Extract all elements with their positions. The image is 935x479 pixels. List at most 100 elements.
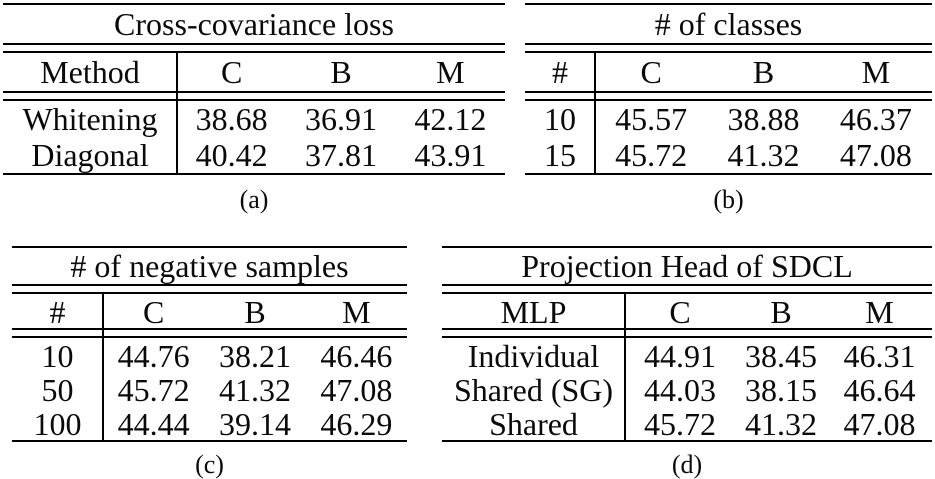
double-rule	[12, 328, 407, 338]
table-cell: 38.88	[727, 101, 800, 137]
table-row: 100 44.44 39.14 46.29	[12, 406, 407, 442]
table-cell: 46.31	[843, 338, 916, 374]
column-header-b: B	[752, 53, 775, 90]
column-divider	[176, 53, 178, 173]
row-label: Individual	[467, 338, 600, 374]
table-cell: 46.46	[320, 338, 393, 374]
table-d-title: Projection Head of SDCL	[521, 247, 853, 284]
column-header-c: C	[142, 294, 165, 330]
top-rule	[442, 246, 932, 248]
table-b-caption: (b)	[713, 185, 744, 214]
table-b: # of classes # C B M 10 45.57 38.88 46.3…	[525, 3, 932, 213]
row-label: 10	[41, 338, 74, 374]
table-cell: 44.44	[117, 406, 190, 442]
row-label: Shared (SG)	[453, 372, 614, 408]
table-row: Shared 45.72 41.32 47.08	[442, 406, 932, 442]
table-cell: 38.68	[195, 101, 268, 137]
table-cell: 46.37	[839, 101, 912, 137]
double-rule	[442, 284, 932, 294]
header-row: # C B M	[525, 53, 932, 91]
row-label: 100	[33, 406, 82, 442]
table-row: Shared (SG) 44.03 38.15 46.64	[442, 372, 932, 408]
column-header-count: #	[552, 53, 568, 90]
table-cell: 47.08	[843, 406, 916, 442]
header-row: # C B M	[12, 294, 407, 330]
row-label: 50	[41, 372, 74, 408]
table-row: 15 45.72 41.32 47.08	[525, 137, 932, 173]
table-a-title: Cross-covariance loss	[114, 5, 394, 42]
table-row: 10 44.76 38.21 46.46	[12, 338, 407, 374]
row-label: 15	[544, 137, 576, 173]
double-rule	[12, 284, 407, 294]
bottom-rule	[442, 440, 932, 442]
row-label: Diagonal	[31, 137, 149, 173]
table-cell: 38.45	[745, 338, 817, 374]
column-header-m: M	[861, 53, 891, 90]
table-d-body: MLP C B M Individual 44.91 38.45 46.31 S…	[442, 294, 932, 442]
double-rule	[3, 43, 505, 53]
top-rule	[12, 246, 407, 248]
table-a-caption: (a)	[239, 185, 269, 214]
column-header-c: C	[640, 53, 662, 90]
table-cell: 46.64	[843, 372, 916, 408]
column-divider	[102, 294, 104, 440]
table-cell: 39.14	[218, 406, 291, 442]
table-cell: 44.03	[644, 372, 716, 408]
table-c-body: # C B M 10 44.76 38.21 46.46 50 45.72 41…	[12, 294, 407, 442]
column-divider	[594, 53, 596, 173]
row-label: 10	[544, 101, 576, 137]
table-a: Cross-covariance loss Method C B M White…	[3, 3, 505, 213]
top-rule	[3, 3, 505, 5]
table-cell: 46.29	[320, 406, 393, 442]
row-label: Whitening	[22, 101, 158, 137]
row-label: Shared	[489, 406, 578, 442]
double-rule	[3, 91, 505, 101]
table-cell: 45.72	[615, 137, 688, 173]
table-cell: 44.91	[644, 338, 716, 374]
column-header-c: C	[220, 53, 243, 90]
table-c-caption: (c)	[195, 450, 224, 479]
column-header-c: C	[669, 294, 691, 330]
header-row: MLP C B M	[442, 294, 932, 330]
column-header-method: Method	[40, 53, 140, 90]
table-row: Diagonal 40.42 37.81 43.91	[3, 137, 505, 173]
table-d: Projection Head of SDCL MLP C B M Indivi…	[442, 246, 932, 478]
column-header-mlp: MLP	[500, 294, 567, 330]
column-header-m: M	[342, 294, 371, 330]
table-cell: 45.72	[644, 406, 716, 442]
table-cell: 40.42	[195, 137, 268, 173]
bottom-rule	[3, 173, 505, 175]
column-divider	[624, 294, 626, 440]
table-cell: 45.57	[615, 101, 688, 137]
table-c: # of negative samples # C B M 10 44.76 3…	[12, 246, 407, 478]
bottom-rule	[12, 440, 407, 442]
table-b-body: # C B M 10 45.57 38.88 46.37 15 45.72 41…	[525, 53, 932, 173]
double-rule	[525, 91, 932, 101]
table-cell: 41.32	[745, 406, 817, 442]
table-cell: 36.91	[304, 101, 377, 137]
table-cell: 41.32	[727, 137, 800, 173]
table-cell: 38.21	[218, 338, 291, 374]
column-header-b: B	[330, 53, 352, 90]
column-header-m: M	[436, 53, 465, 90]
column-header-b: B	[244, 294, 266, 330]
table-cell: 38.15	[745, 372, 817, 408]
table-row: Whitening 38.68 36.91 42.12	[3, 101, 505, 137]
bottom-rule	[525, 173, 932, 175]
table-cell: 37.81	[304, 137, 377, 173]
header-row: Method C B M	[3, 53, 505, 91]
table-row: 50 45.72 41.32 47.08	[12, 372, 407, 408]
table-cell: 44.76	[117, 338, 190, 374]
column-header-count: #	[49, 294, 66, 330]
table-cell: 41.32	[218, 372, 291, 408]
table-cell: 45.72	[117, 372, 190, 408]
double-rule	[525, 43, 932, 53]
top-rule	[525, 3, 932, 5]
table-row: Individual 44.91 38.45 46.31	[442, 338, 932, 374]
table-cell: 43.91	[414, 137, 487, 173]
table-a-body: Method C B M Whitening 38.68 36.91 42.12…	[3, 53, 505, 173]
table-row: 10 45.57 38.88 46.37	[525, 101, 932, 137]
table-d-caption: (d)	[671, 450, 703, 479]
table-c-title: # of negative samples	[70, 247, 349, 284]
